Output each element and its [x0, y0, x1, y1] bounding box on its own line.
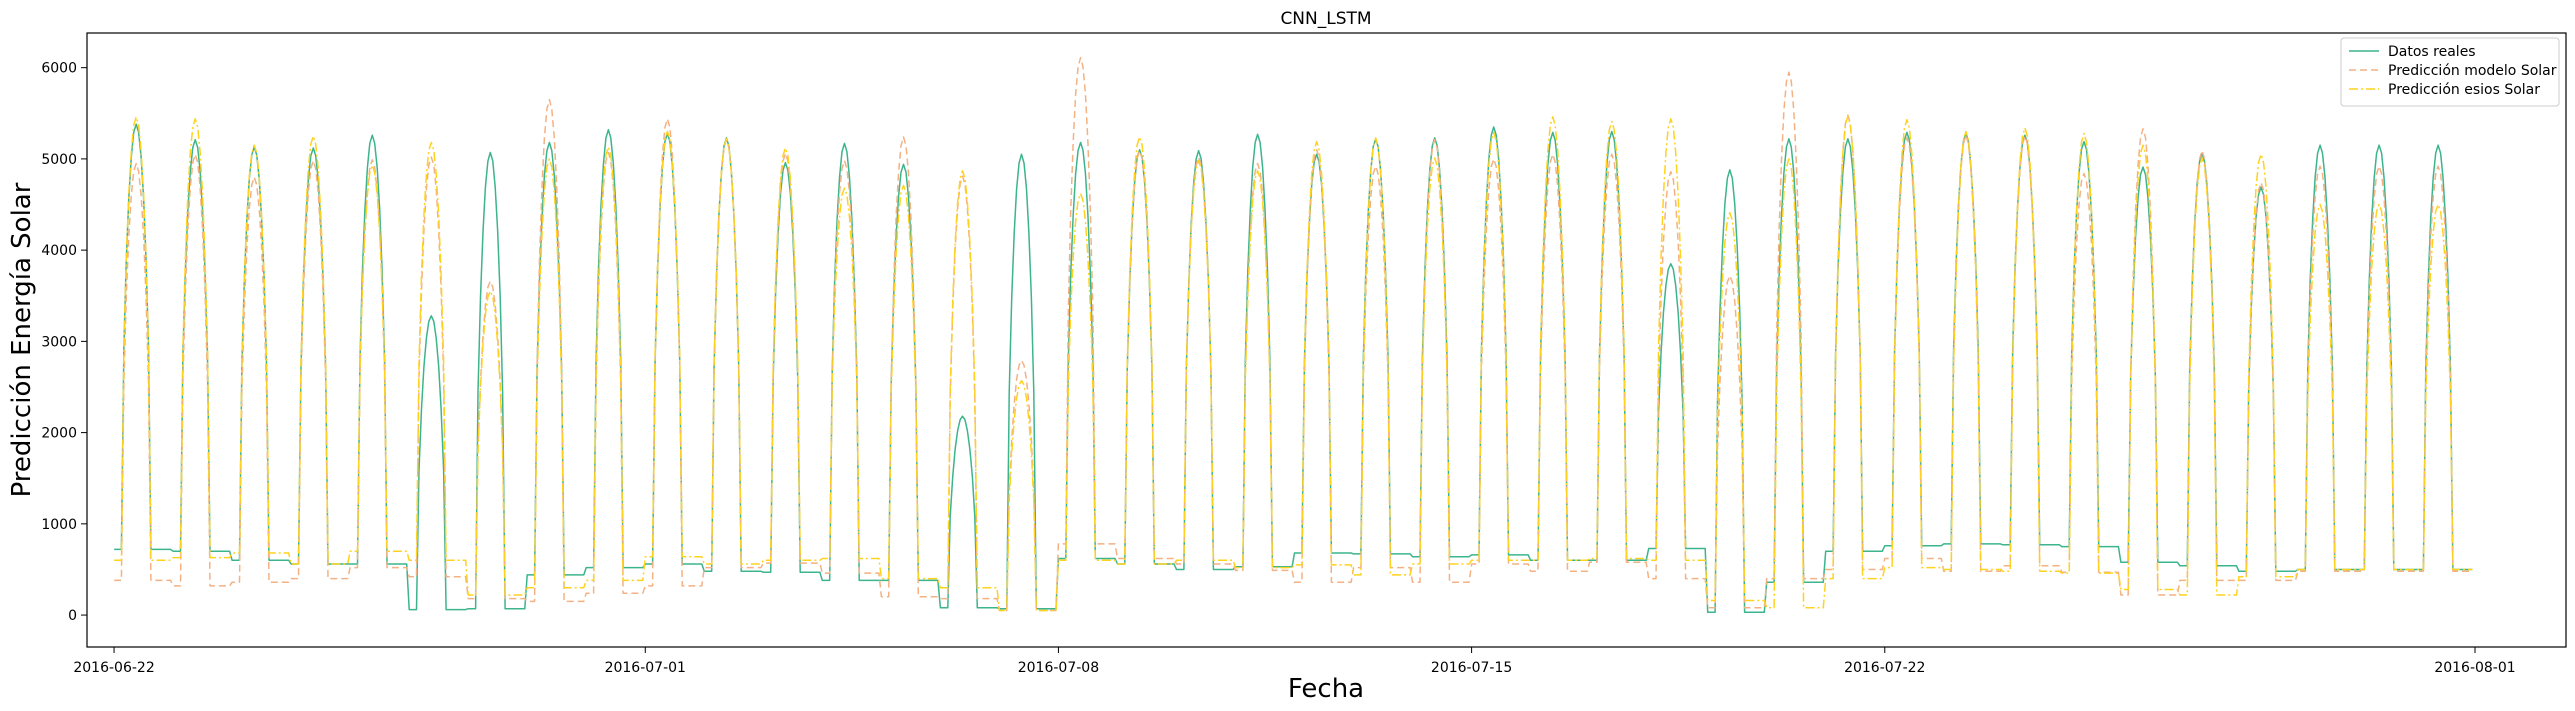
series-prediccion-modelo	[114, 56, 2473, 612]
series-prediccion-esios	[114, 115, 2473, 612]
y-tick-label: 4000	[41, 243, 77, 259]
y-tick-label: 0	[68, 608, 77, 624]
chart-title: CNN_LSTM	[1280, 9, 1371, 29]
y-tick-label: 3000	[41, 334, 77, 350]
y-tick-label: 6000	[41, 61, 77, 77]
series-layer	[114, 56, 2473, 614]
y-tick-label: 1000	[41, 517, 77, 533]
x-tick-label: 2016-08-01	[2434, 660, 2515, 676]
legend-box	[2340, 37, 2560, 107]
legend-label: Predicción modelo Solar	[2388, 63, 2557, 79]
x-tick-label: 2016-07-08	[1018, 660, 1099, 676]
legend[interactable]: Datos reales Predicción modelo Solar Predi…	[2340, 37, 2560, 107]
x-tick-label: 2016-06-22	[73, 660, 154, 676]
y-axis-title: Predicción Energía Solar	[7, 182, 37, 497]
plot-frame	[86, 32, 2567, 648]
y-axis: 0 1000 2000 3000 4000 5000 6000	[41, 61, 87, 624]
y-tick-label: 5000	[41, 152, 77, 168]
x-tick-label: 2016-07-01	[605, 660, 686, 676]
legend-label: Predicción esios Solar	[2388, 82, 2540, 98]
y-tick-label: 2000	[41, 426, 77, 442]
x-tick-label: 2016-07-22	[1844, 660, 1925, 676]
series-datos-reales	[114, 123, 2473, 614]
x-axis-title: Fecha	[1288, 674, 1364, 704]
x-axis: 2016-06-22 2016-07-01 2016-07-08 2016-07-15…	[73, 647, 2516, 676]
x-tick-label: 2016-07-15	[1431, 660, 1512, 676]
legend-label: Datos reales	[2388, 44, 2476, 60]
